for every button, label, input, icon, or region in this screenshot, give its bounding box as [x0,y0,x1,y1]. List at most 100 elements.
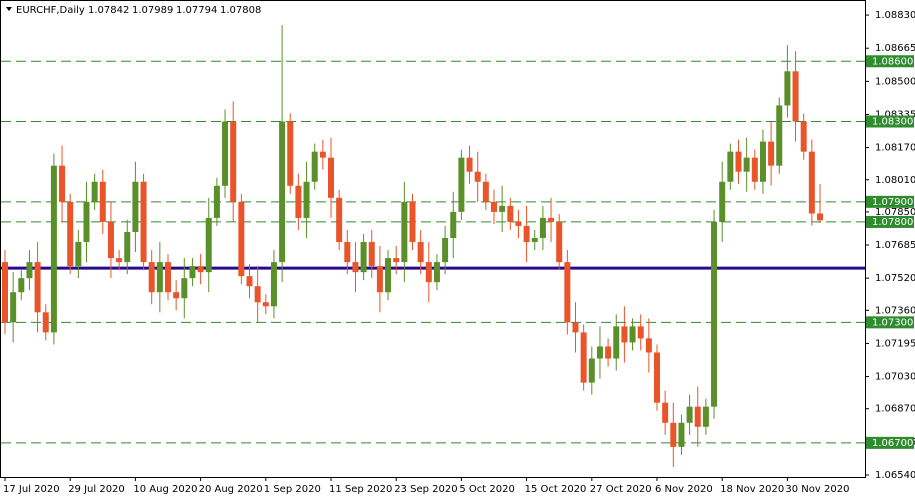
candle [181,258,188,319]
candle [808,139,815,226]
candle-body [523,225,530,243]
symbol: EURCHF,Daily [16,5,85,16]
candle-body [67,201,74,267]
candle [99,169,106,234]
candle-body [735,151,742,172]
candle-body [50,165,57,333]
candle-body [2,262,8,323]
candle-body [34,262,41,313]
candle-body [295,185,302,218]
level-box [866,115,914,128]
candle [328,137,334,218]
candle-body [328,157,334,198]
candle [295,173,302,230]
candle [523,205,530,263]
level-box [866,195,914,208]
candle-body [287,121,294,186]
candle [588,346,595,395]
candle [83,181,90,263]
level-box [866,55,914,68]
candle-body [792,71,799,122]
candle [556,213,563,271]
candle [474,151,481,202]
candle-body [262,302,269,307]
candle [91,173,98,210]
candle [751,149,758,190]
candle-body [42,312,49,333]
candle-body [515,221,522,226]
candle-body [91,181,98,202]
x-tick-label: 29 Jul 2020 [68,484,125,495]
candle-body [637,326,644,339]
candle-body [727,151,734,182]
candle-body [213,185,220,218]
header-open: 1.07842 [88,5,129,16]
candle-body [181,278,188,299]
candle-body [800,121,807,152]
candle-body [165,262,171,293]
candle [515,209,522,238]
candle [670,402,677,467]
candle-body [784,71,791,106]
candle [759,129,766,194]
candle-body [670,422,677,447]
candle-body [156,262,163,293]
y-tick-label: 1.08830 [875,10,915,21]
candle [107,201,114,279]
candle-body [743,157,750,172]
candle [686,394,693,435]
candle [246,264,253,299]
candle [743,137,750,192]
candle [26,250,33,291]
candle [417,229,424,275]
candle [702,398,709,435]
candle-body [124,231,131,263]
y-tick-label: 1.08170 [875,143,915,154]
candle [605,338,612,367]
candle-body [205,217,212,273]
level-box [866,316,914,329]
candle [238,193,245,285]
candle [507,197,514,230]
candle-body [450,211,457,238]
level-label: 1.07800 [872,217,913,228]
candle-body [116,258,123,263]
candle [156,242,163,313]
candle [336,189,343,251]
candle-body [776,105,783,166]
candle [140,173,147,271]
candle [279,25,286,283]
candle [645,318,652,373]
level-box [866,215,914,228]
candle [539,205,546,251]
candle [205,197,212,293]
candle-body [83,201,90,243]
candle-body [425,262,432,283]
candle-body [539,217,546,238]
candle-body [132,181,139,232]
candle [18,270,25,301]
candle [75,229,82,279]
candle [719,161,726,243]
candle [564,250,571,335]
candle [254,266,261,323]
x-tick-label: 30 Nov 2020 [785,484,849,495]
candle-body [59,165,66,202]
candle-body [222,121,229,186]
y-tick-label: 1.08500 [875,76,915,87]
candle-body [588,358,595,383]
candle-body [270,262,277,307]
candle-body [621,326,628,343]
candle-body [173,292,180,299]
y-tick-label: 1.06870 [875,404,915,415]
candle [596,326,603,379]
candle [311,143,318,190]
y-tick-label: 1.07030 [875,372,915,383]
candle [287,113,294,194]
candle [711,209,718,419]
candle-body [254,286,261,303]
candle-body [759,141,766,182]
x-tick-label: 27 Oct 2020 [590,484,652,495]
candle [784,45,791,118]
candle-body [393,258,400,263]
